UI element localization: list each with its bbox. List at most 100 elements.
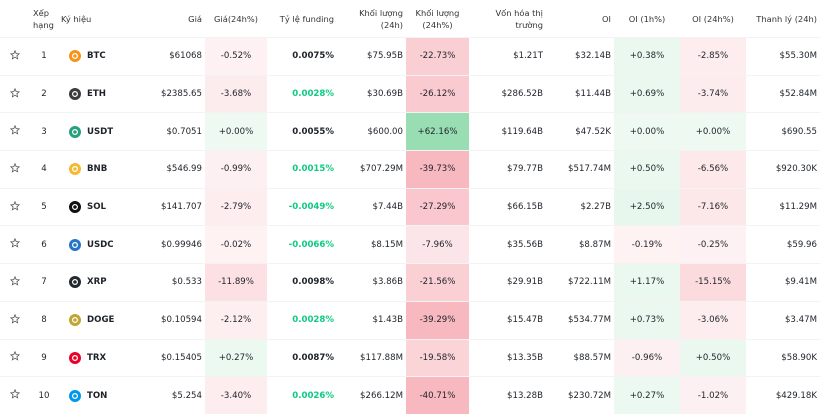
favorite-star[interactable] (9, 313, 21, 324)
cell-text: $1.43B (372, 315, 404, 326)
cell: $2385.65 (130, 74, 205, 113)
cell: $5.254 (130, 376, 205, 414)
cell: +0.69% (614, 74, 680, 113)
cell: 9 (30, 338, 58, 377)
table-row: 5 SOL $141.707 -2.79% -0.0049% $7.44B -27.29% $… (0, 187, 820, 226)
cell-text: $11.29M (779, 202, 817, 213)
cell-text: $66.15B (507, 202, 543, 213)
cell-text: $119.64B (501, 126, 543, 137)
cell: $286.52B (469, 74, 546, 113)
favorite-star[interactable] (9, 87, 21, 98)
cell: $79.77B (469, 150, 546, 189)
symbol-text: BTC (87, 51, 106, 62)
column-header: OI (1h%) (628, 13, 666, 24)
cell: $88.57M (546, 338, 614, 377)
symbol: USDT (61, 125, 127, 138)
cell-text: -0.25% (697, 239, 729, 250)
cell-text: $75.95B (367, 51, 403, 62)
favorite-star[interactable] (9, 125, 21, 135)
cell: $29.91B (469, 263, 546, 302)
cell-text: $9.41M (784, 277, 817, 288)
cell: $117.88M (337, 338, 406, 377)
favorite-star[interactable] (9, 162, 21, 173)
cell: +62.16% (406, 112, 469, 151)
cell: +0.27% (614, 376, 680, 414)
cell: USDC (58, 225, 130, 264)
star-cell (0, 263, 30, 302)
cell-text: $8.87M (578, 239, 611, 250)
cell: $0.99946 (130, 225, 205, 264)
cell-text: +0.27% (218, 352, 254, 363)
table-body: 1 BTC $61068 -0.52% 0.0075% $75.95B -22.73% $1.… (0, 37, 820, 414)
cell-text: +0.00% (218, 126, 254, 137)
cell: 8 (30, 300, 58, 339)
column-header: Xếp hạng (33, 7, 54, 30)
symbol: USDC (61, 238, 127, 251)
cell-text: $88.57M (573, 352, 611, 363)
star-header (0, 0, 30, 38)
cell-text: 0.0075% (292, 51, 334, 62)
cell: +2.50% (614, 187, 680, 226)
cell: -27.29% (406, 187, 469, 226)
column-header: Tỷ lệ funding (279, 13, 334, 24)
cell-text: $13.28B (507, 390, 543, 401)
cell-text: +0.50% (695, 352, 731, 363)
cell: $707.29M (337, 150, 406, 189)
table-row: 7 XRP $0.533 -11.89% 0.0098% $3.86B -21.56% $29… (0, 263, 820, 302)
cell-text: 6 (41, 239, 47, 250)
star-cell (0, 225, 30, 264)
cell: $517.74M (546, 150, 614, 189)
cell-text: $52.84M (779, 89, 817, 100)
star-shape (9, 200, 21, 211)
favorite-star[interactable] (9, 200, 21, 211)
favorite-star[interactable] (9, 49, 21, 60)
cell-text: 2 (41, 89, 47, 100)
favorite-star[interactable] (9, 388, 21, 399)
cell: BNB (58, 150, 130, 189)
cell-text: +1.17% (629, 277, 665, 288)
coin-icon-mark (71, 354, 79, 361)
cell-text: -39.73% (419, 164, 456, 175)
coin-icon-circle (69, 125, 81, 138)
cell-text: -1.02% (697, 390, 729, 401)
cell: -2.79% (205, 187, 267, 226)
cell: $9.41M (746, 263, 820, 302)
cell: 4 (30, 150, 58, 189)
cell: -0.52% (205, 37, 267, 76)
cell: -0.0066% (267, 225, 337, 264)
cell-text: $2.27B (580, 202, 612, 213)
symbol-text: DOGE (87, 315, 115, 326)
cell-text: $141.707 (160, 202, 202, 213)
cell-text: 10 (38, 390, 50, 401)
cell-text: -6.56% (697, 164, 729, 175)
cell-text: $7.44B (372, 202, 404, 213)
cell-text: -15.15% (695, 277, 731, 288)
column-header: Khối lượng (24h%) (415, 7, 460, 30)
cell: -0.96% (614, 338, 680, 377)
cell-text: -3.40% (220, 390, 252, 401)
coin-icon-circle (69, 201, 81, 214)
cell: -0.19% (614, 225, 680, 264)
cell-text: 0.0055% (292, 126, 334, 137)
symbol-text: TON (87, 390, 108, 401)
favorite-star[interactable] (9, 238, 21, 248)
cell: DOGE (58, 300, 130, 339)
cell: -3.06% (680, 300, 746, 339)
favorite-star[interactable] (9, 351, 21, 361)
cell-text: -7.16% (697, 202, 729, 213)
cell-text: -19.58% (419, 352, 456, 363)
symbol-text: SOL (87, 202, 106, 213)
column-header: Giá (188, 13, 202, 24)
cell-text: -2.85% (697, 51, 729, 62)
cell-text: $30.69B (367, 89, 403, 100)
cell-text: $47.52K (575, 126, 611, 137)
body: Xếp hạng Ký hiệu Giá Giá(24h%) Tỷ lệ funding… (0, 7, 820, 414)
cell: -3.68% (205, 74, 267, 113)
favorite-star[interactable] (9, 275, 21, 286)
symbol-text: USDC (87, 239, 114, 250)
symbol: DOGE (61, 314, 127, 327)
cell: $546.99 (130, 150, 205, 189)
cell: $230.72M (546, 376, 614, 414)
coin-icon (69, 238, 81, 251)
